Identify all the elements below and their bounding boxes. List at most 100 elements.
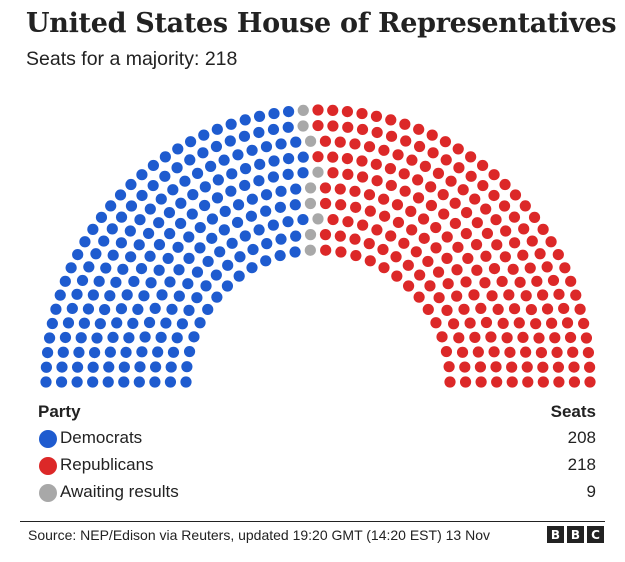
- seat-dot-democrats: [171, 332, 183, 344]
- logo-block: B: [567, 526, 584, 543]
- seat-dot-republicans: [385, 179, 397, 192]
- seat-dot-awaiting-results: [304, 197, 317, 210]
- seat-dot-republicans: [545, 236, 557, 248]
- seat-dot-democrats: [225, 185, 237, 197]
- seat-dot-democrats: [71, 376, 83, 388]
- seat-dot-democrats: [191, 266, 204, 278]
- seat-dot-republicans: [525, 303, 537, 316]
- seat-dot-democrats: [99, 303, 111, 316]
- seat-dot-republicans: [584, 376, 596, 388]
- seat-dot-awaiting-results: [304, 229, 317, 241]
- seat-dot-democrats: [247, 243, 259, 256]
- awaiting-dot-icon: [39, 484, 57, 502]
- seat-dot-republicans: [410, 246, 422, 258]
- seat-dot-republicans: [503, 289, 515, 301]
- seat-dot-republicans: [465, 170, 477, 182]
- seat-dot-democrats: [260, 141, 273, 153]
- seat-dot-awaiting-results: [312, 166, 324, 178]
- seat-dot-democrats: [184, 136, 197, 148]
- seat-dot-republicans: [457, 184, 469, 196]
- seat-dot-republicans: [312, 104, 324, 116]
- seat-dot-democrats: [95, 211, 108, 223]
- seat-dot-democrats: [76, 274, 89, 287]
- seat-dot-republicans: [449, 197, 461, 209]
- seat-dot-democrats: [79, 236, 91, 248]
- seat-dot-republicans: [437, 189, 449, 201]
- seat-dot-republicans: [363, 141, 376, 153]
- seat-dot-republicans: [418, 232, 430, 244]
- seat-dot-republicans: [519, 200, 531, 212]
- seat-dot-democrats: [289, 246, 301, 258]
- seat-dot-republicans: [490, 214, 502, 226]
- seat-dot-republicans: [319, 229, 332, 241]
- seat-dot-democrats: [153, 264, 165, 276]
- bbc-logo: B B C: [547, 526, 604, 543]
- seat-dot-democrats: [197, 147, 209, 159]
- seat-dot-democrats: [41, 346, 54, 359]
- seat-dot-republicans: [327, 167, 339, 179]
- seat-dot-democrats: [71, 361, 84, 373]
- seat-dot-republicans: [565, 275, 577, 287]
- seat-dot-republicans: [537, 361, 549, 373]
- democrats-dot-icon: [39, 430, 57, 448]
- seat-dot-republicans: [488, 189, 500, 202]
- seat-dot-republicans: [377, 243, 389, 256]
- seat-dot-republicans: [541, 261, 553, 273]
- seat-dot-republicans: [537, 289, 549, 301]
- seat-dot-republicans: [452, 143, 464, 155]
- seat-dot-republicans: [506, 361, 518, 373]
- seat-dot-republicans: [319, 182, 332, 194]
- seat-dot-republicans: [341, 105, 354, 118]
- seat-dot-democrats: [152, 346, 164, 358]
- seat-dot-democrats: [88, 346, 101, 359]
- seat-dot-republicans: [452, 241, 464, 253]
- seat-dot-republicans: [363, 189, 376, 201]
- seat-dot-republicans: [319, 197, 332, 210]
- seat-dot-republicans: [568, 361, 580, 373]
- seat-dot-republicans: [398, 237, 410, 249]
- seat-dot-democrats: [100, 262, 112, 274]
- seat-dot-republicans: [349, 138, 361, 150]
- seat-dot-republicans: [535, 346, 548, 359]
- seat-dot-republicans: [514, 276, 526, 288]
- seat-dot-democrats: [115, 237, 127, 249]
- seat-dot-democrats: [172, 241, 184, 253]
- seat-dot-democrats: [145, 277, 157, 289]
- seat-dot-democrats: [205, 160, 217, 172]
- seat-dot-democrats: [75, 332, 87, 344]
- seat-dot-democrats: [183, 231, 195, 243]
- legend-header-party: Party: [38, 402, 81, 421]
- seat-dot-republicans: [578, 317, 590, 330]
- seat-dot-republicans: [552, 361, 565, 373]
- seat-dot-republicans: [456, 346, 469, 358]
- seat-dot-republicans: [537, 223, 549, 235]
- seat-dot-republicans: [413, 140, 426, 153]
- seat-dot-republicans: [522, 376, 534, 388]
- seat-dot-democrats: [187, 189, 199, 201]
- seat-dot-republicans: [445, 175, 457, 187]
- seat-dot-republicans: [475, 376, 487, 388]
- seat-dot-republicans: [508, 211, 521, 223]
- seat-dot-republicans: [422, 255, 434, 268]
- seat-dot-republicans: [528, 211, 541, 223]
- seat-dot-republicans: [364, 205, 376, 217]
- seat-dot-republicans: [378, 144, 390, 156]
- seat-dot-democrats: [155, 331, 167, 343]
- seat-dot-democrats: [186, 208, 198, 220]
- seat-dot-republicans: [453, 332, 465, 344]
- seat-dot-democrats: [87, 289, 99, 301]
- seat-dot-democrats: [225, 118, 237, 130]
- seat-dot-republicans: [520, 290, 532, 302]
- seat-dot-democrats: [183, 345, 196, 358]
- republicans-dot-icon: [39, 457, 57, 475]
- seat-dot-democrats: [290, 183, 302, 195]
- seat-dot-awaiting-results: [297, 120, 309, 132]
- seat-dot-republicans: [440, 345, 453, 358]
- seat-dot-democrats: [221, 280, 234, 292]
- seat-dot-republicans: [459, 376, 472, 388]
- seat-dot-democrats: [172, 143, 184, 155]
- seat-dot-democrats: [133, 239, 145, 251]
- seat-dot-republicans: [471, 217, 483, 229]
- seat-dot-republicans: [379, 210, 391, 222]
- seat-dot-democrats: [166, 303, 178, 315]
